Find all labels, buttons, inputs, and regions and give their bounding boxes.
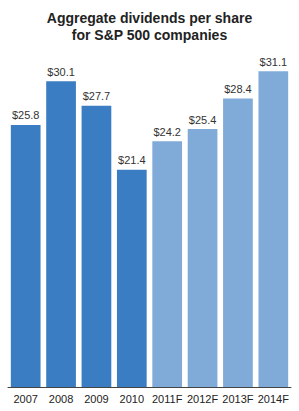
svg-text:$21.4: $21.4: [118, 154, 146, 166]
svg-text:2014F: 2014F: [258, 393, 289, 405]
svg-text:$30.1: $30.1: [47, 66, 75, 78]
svg-text:$25.4: $25.4: [189, 114, 217, 126]
svg-text:for S&P 500 companies: for S&P 500 companies: [72, 27, 228, 43]
svg-text:$31.1: $31.1: [260, 56, 288, 68]
svg-text:2013F: 2013F: [222, 393, 253, 405]
svg-text:2008: 2008: [49, 393, 73, 405]
svg-text:2010: 2010: [120, 393, 144, 405]
svg-text:2007: 2007: [13, 393, 37, 405]
svg-text:$24.2: $24.2: [153, 126, 181, 138]
svg-text:2012F: 2012F: [187, 393, 218, 405]
svg-text:$25.8: $25.8: [12, 109, 40, 121]
svg-text:$27.7: $27.7: [83, 90, 111, 102]
svg-text:Aggregate dividends per share: Aggregate dividends per share: [47, 10, 253, 26]
svg-text:2009: 2009: [84, 393, 108, 405]
svg-text:2011F: 2011F: [152, 393, 183, 405]
svg-text:$28.4: $28.4: [224, 83, 252, 95]
